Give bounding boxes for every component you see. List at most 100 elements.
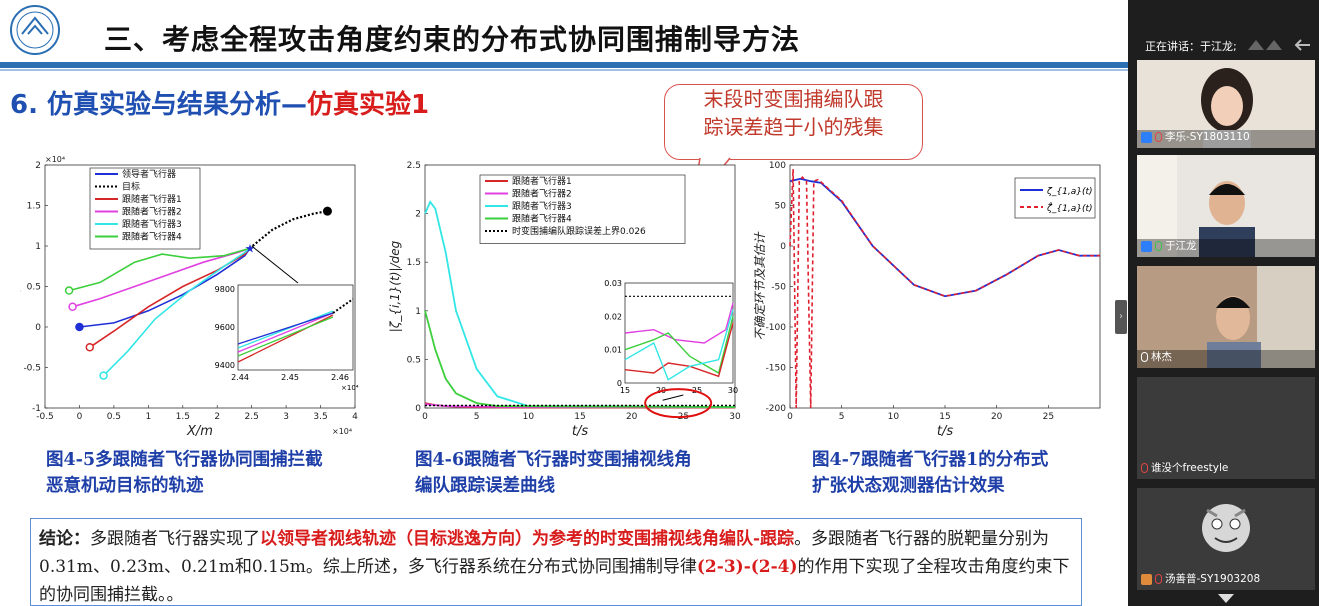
tile-name-bg — [1137, 350, 1315, 368]
chart2-ytick-label: 2.5 — [407, 161, 421, 171]
chart2-legend-label: 跟随者飞行器2 — [512, 188, 572, 200]
chart3-legend-label: ζ̂_{1,a}(t) — [1046, 201, 1093, 214]
chart1-inset-line — [237, 310, 334, 349]
chart2-legend — [479, 174, 686, 244]
scroll-down-icon[interactable] — [1218, 594, 1234, 603]
chart2-legend-label: 跟随者飞行器1 — [512, 175, 572, 187]
chart2-inset-line — [624, 309, 734, 381]
person-icon — [1141, 240, 1152, 252]
chart1-legend-label: 跟随者飞行器3 — [122, 218, 182, 230]
participant-name-2-text: 于江龙 — [1165, 240, 1197, 252]
chart2-inset-xtick: 30 — [728, 386, 738, 395]
conclusion-highlight-1: 以领导者视线轨迹（目标逃逸方向）为参考的时变围捕视线角编队-跟踪 — [260, 529, 795, 549]
chart3-xtick-label: 15 — [939, 412, 950, 422]
caption-fig-4-6-line1: 图4-6跟随者飞行器时变围捕视线角 — [415, 450, 692, 470]
chart1-inset-xtick: 2.45 — [281, 373, 299, 382]
chart1-legend-label: 目标 — [122, 181, 140, 193]
conclusion-text-2: 。多跟随者飞行器的脱靶量分别为0.31m、0.23m、0.21m和0.15m。综… — [39, 529, 1050, 577]
participant-avatar-5 — [1202, 504, 1250, 552]
chart1-start-marker — [99, 371, 108, 380]
chart1-series-line — [68, 247, 250, 292]
chart1-intercept-star: ★ — [245, 241, 256, 255]
video-tile-4[interactable]: 谁没个freestyle — [1137, 377, 1315, 479]
chart3-ytick-label: -50 — [771, 283, 786, 293]
video-tile-1[interactable]: 李乐-SY1803110 — [1137, 60, 1315, 148]
chart3-ylabel: 不确定环节及其估计 — [753, 231, 767, 341]
chart2-legend-label: 跟随者飞行器3 — [512, 200, 572, 212]
layout-icon[interactable] — [1246, 36, 1316, 54]
chart1-xtick-label: 2 — [214, 412, 220, 422]
chart3-ytick-label: 0 — [780, 242, 786, 252]
video-tile-3[interactable]: 林杰 — [1137, 266, 1315, 368]
video-tile-2[interactable]: 于江龙 — [1137, 155, 1315, 257]
chart1-xtick-label: 3.5 — [313, 412, 327, 422]
caption-fig-4-7-line1: 图4-7跟随者飞行器1的分布式 — [812, 450, 1049, 470]
section-heading-prefix: 6. 仿真实验与结果分析— — [10, 90, 308, 120]
chart2-inset — [624, 282, 734, 384]
chart1-ylabel: Y/m — [20, 275, 22, 298]
participant-name-4: 谁没个freestyle — [1141, 460, 1228, 475]
chart1-inset-scale-note: ×10⁴ — [341, 384, 359, 392]
chart-tracking-error: 0 5 10 15 20 25 30 0 0.5 1 1.5 2 2.5 t/s |ζ_{i,1}(t)|/… — [388, 161, 741, 439]
chart1-inset-line — [237, 312, 334, 345]
chart2-inset-ytick: 0 — [617, 379, 622, 388]
chart1-ytick-label: 0 — [35, 323, 41, 333]
chart2-xtick-label: 0 — [422, 412, 428, 422]
sidebar-collapse-handle[interactable]: › — [1115, 300, 1127, 334]
conclusion-text-1: 多跟随者飞行器实现了 — [90, 529, 260, 549]
conclusion-text-3: 的作用下实现了全程攻击角度约束下的协同围捕拦截。。 — [39, 557, 1070, 605]
chart2-legend-label: 跟随者飞行器4 — [512, 213, 572, 225]
chart1-legend-label: 跟随者飞行器4 — [122, 231, 182, 243]
chart3-ytick-label: -100 — [766, 323, 787, 333]
section-heading: 6. 仿真实验与结果分析—仿真实验1 — [10, 84, 429, 121]
chart3-legend-label: ζ_{1,a}(t) — [1046, 187, 1093, 197]
caption-fig-4-5-line1: 图4-5多跟随者飞行器协同围捕拦截 — [46, 450, 323, 470]
callout-line-1: 末段时变围捕编队跟 — [703, 87, 884, 111]
chart2-xlabel: t/s — [572, 424, 588, 439]
chart1-legend-label: 跟随者飞行器1 — [122, 193, 182, 205]
chart2-inset-ytick: 0.03 — [604, 279, 622, 288]
chart2-inset-ytick: 0.02 — [604, 312, 622, 321]
chart3-xtick-label: 25 — [1043, 412, 1054, 422]
person-icon — [1141, 131, 1152, 143]
slide-title: 三、考虑全程攻击角度约束的分布式协同围捕制导方法 — [104, 23, 801, 56]
chart1-xtick-label: 3 — [283, 412, 289, 422]
participant-name-1: 李乐-SY1803110 — [1141, 129, 1250, 144]
chart1-start-marker — [68, 302, 77, 311]
chart1-x-scale-note: ×10⁴ — [332, 427, 352, 436]
chart1-start-marker — [64, 286, 74, 295]
university-logo — [10, 5, 60, 55]
chart1-xtick-label: 1 — [145, 412, 151, 422]
chart1-legend-label: 跟随者飞行器2 — [122, 206, 182, 218]
participant-name-1-text: 李乐-SY1803110 — [1165, 131, 1250, 143]
participant-name-3: 林杰 — [1141, 349, 1172, 364]
chart1-ytick-label: -0.5 — [23, 364, 41, 374]
caption-fig-4-7: 图4-7跟随者飞行器1的分布式 扩张状态观测器估计效果 — [812, 447, 1048, 499]
chart1-target-marker — [322, 206, 332, 216]
chart2-inset-xtick: 25 — [692, 386, 702, 395]
caption-fig-4-6-line2: 编队跟踪误差曲线 — [415, 476, 555, 496]
chart1-ytick-label: 2 — [35, 161, 41, 171]
chart1-ytick-label: 1.5 — [27, 202, 41, 212]
caption-fig-4-5: 图4-5多跟随者飞行器协同围捕拦截 恶意机动目标的轨迹 — [46, 447, 323, 499]
chart3-legend — [1014, 177, 1096, 219]
chart1-xtick-label: 1.5 — [176, 412, 190, 422]
chart1-zoom-arrow — [251, 245, 299, 284]
chart1-inset-line — [237, 316, 334, 357]
chart1-y-scale-note: ×10⁴ — [45, 155, 65, 164]
chart-trajectory: -0.5 0 0.5 1 1.5 2 2.5 3 3.5 4-1-0.500.511.52X/mY… — [20, 155, 359, 439]
chart1-series-line — [89, 247, 251, 348]
tile-name-bg — [1137, 130, 1315, 148]
chart2-xtick-label: 5 — [474, 412, 480, 422]
chart1-start-marker — [75, 322, 84, 332]
chart1-inset-xtick: 2.44 — [231, 373, 249, 382]
chart2-inset-line — [624, 302, 734, 344]
chart2-ytick-label: 1 — [415, 307, 421, 317]
mic-muted-icon — [1141, 463, 1148, 473]
chart2-legend-label: 时变围捕编队跟踪误差上界0.026 — [512, 225, 646, 237]
chart2-ytick-label: 0 — [415, 404, 421, 414]
chart1-xlabel: X/m — [186, 424, 213, 439]
presentation-slide: 三、考虑全程攻击角度约束的分布式协同围捕制导方法 6. 仿真实验与结果分析—仿真… — [0, 5, 1128, 606]
video-tile-5[interactable]: 汤善普-SY1903208 — [1137, 488, 1315, 590]
section-heading-suffix: 仿真实验1 — [307, 90, 430, 120]
